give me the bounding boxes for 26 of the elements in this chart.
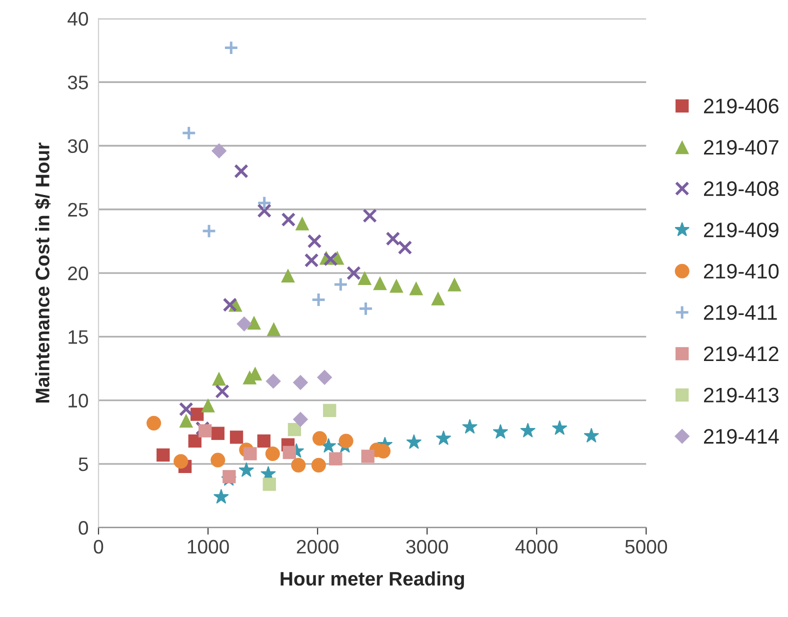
x-axis-title: Hour meter Reading [280, 571, 464, 590]
legend-label: 219-411 [704, 305, 777, 320]
y-tick-label: 30 [68, 139, 88, 154]
legend-label: 219-414 [704, 429, 779, 444]
x-tick-label: 4000 [515, 540, 558, 554]
legend-label: 219-406 [704, 98, 778, 114]
x-tick-label: 1000 [188, 540, 229, 554]
y-axis-title: Maintenance Cost in $/ Hour [34, 142, 51, 402]
x-tick-label: 5000 [625, 540, 668, 554]
y-tick-label: 10 [68, 394, 88, 408]
legend-label: 219-409 [704, 222, 778, 238]
legend-label: 219-413 [704, 388, 778, 402]
legend-label: 219-407 [704, 140, 778, 155]
legend-label: 219-410 [704, 264, 779, 279]
y-tick-label: 15 [68, 330, 88, 344]
y-tick-label: 0 [78, 521, 88, 535]
legend-label: 219-408 [704, 181, 778, 196]
legend-label: 219-412 [704, 346, 778, 362]
x-tick-label: 3000 [406, 540, 448, 554]
y-tick-label: 25 [68, 202, 88, 217]
x-tick-label: 0 [94, 540, 104, 554]
y-tick-label: 20 [68, 266, 88, 280]
x-tick-label: 2000 [296, 540, 338, 554]
y-tick-label: 35 [68, 76, 88, 90]
y-tick-label: 5 [78, 458, 88, 472]
y-tick-label: 40 [68, 12, 88, 26]
